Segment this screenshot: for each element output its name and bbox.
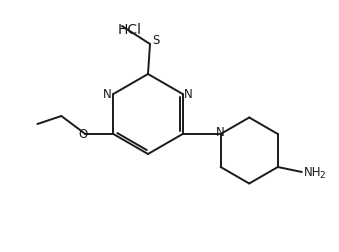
Text: HCl: HCl — [118, 23, 142, 37]
Text: O: O — [79, 128, 88, 141]
Text: 2: 2 — [320, 171, 325, 179]
Text: N: N — [103, 87, 112, 101]
Text: N: N — [216, 125, 225, 139]
Text: NH: NH — [304, 166, 321, 178]
Text: S: S — [152, 35, 160, 47]
Text: N: N — [184, 87, 193, 101]
